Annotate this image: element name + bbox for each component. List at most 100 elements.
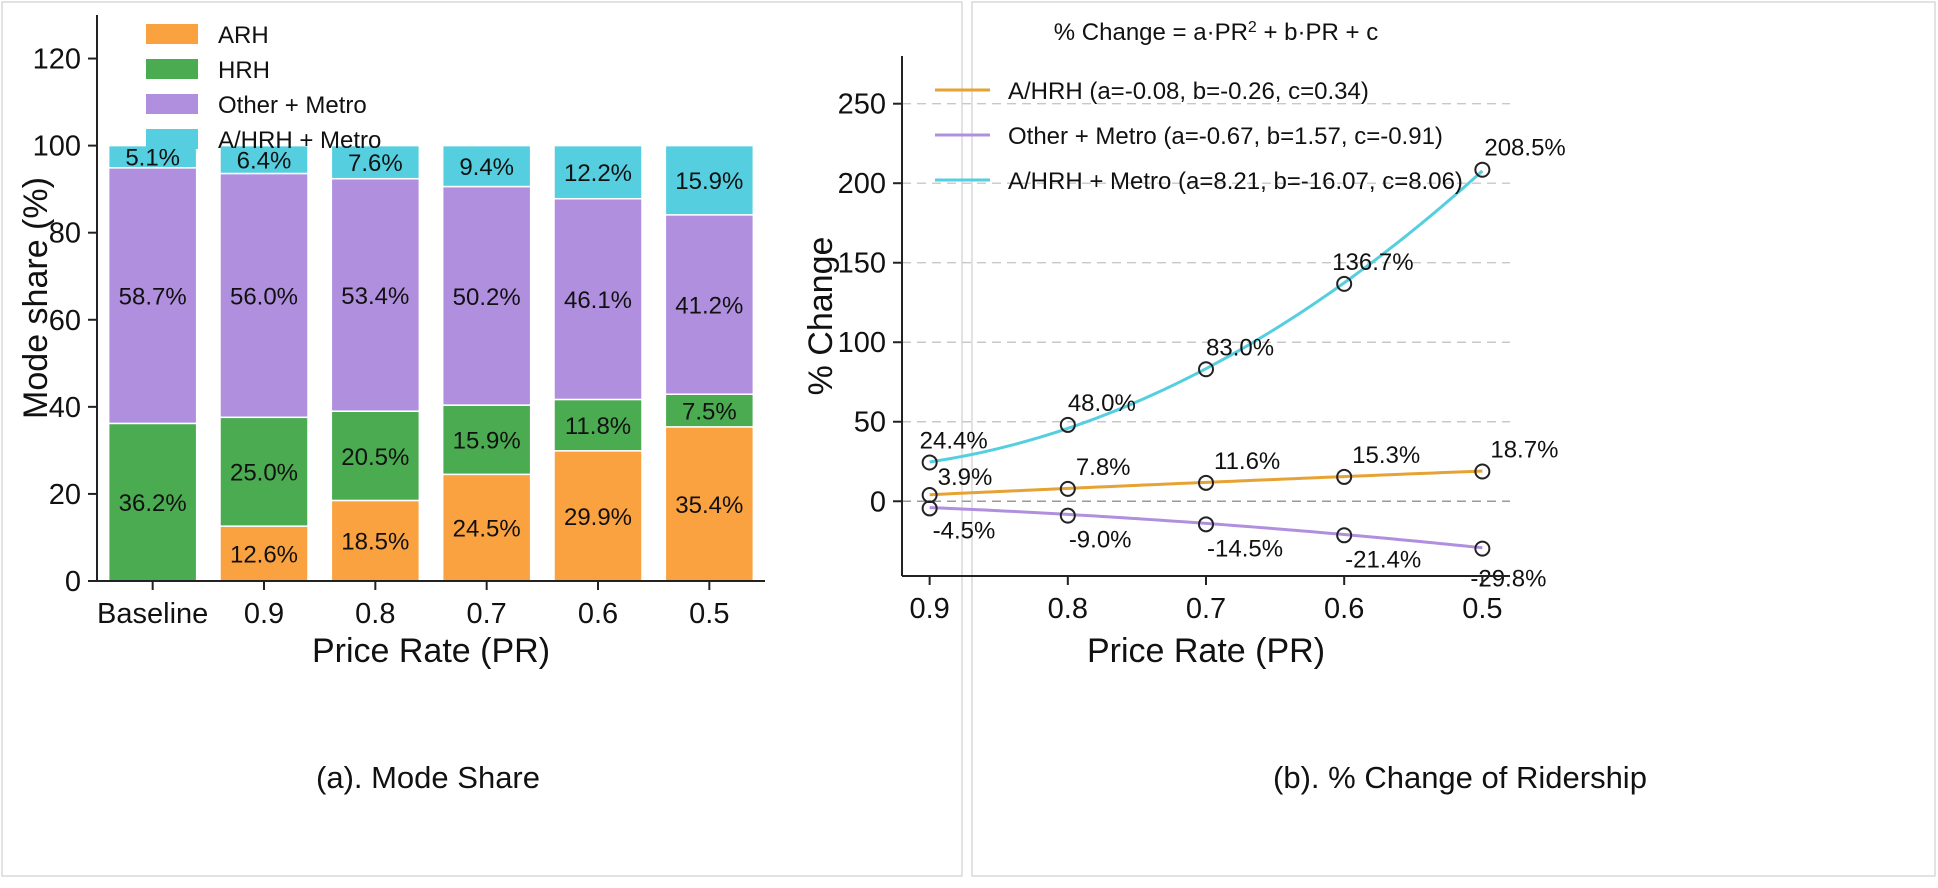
curve-other-metro <box>929 506 1483 550</box>
legend-label-arh: ARH <box>218 22 269 49</box>
b-y-tick-label-0: 0 <box>870 486 886 518</box>
bar-label-other-metro-baseline: 58.7% <box>119 284 187 311</box>
ridership-change-lines: 3.9% 7.8% 11.6% 15.3% 18.7% -4.5% -9.0% -14.5% -… <box>920 135 1566 593</box>
point-label-a-hrh-metro-0-7: 83.0% <box>1206 334 1274 361</box>
panel-b-caption: (b). % Change of Ridership <box>1273 760 1647 795</box>
ridership-change-axes: 0 50 100 150 200 250 0.9 0.8 0.7 0.6 0.5 <box>838 56 1510 625</box>
b-y-tick-label-200: 200 <box>838 168 886 200</box>
bar-other-metro-baseline <box>107 167 198 425</box>
mode-share-axes: 0 20 40 60 80 100 120 Baseline 0.9 0.8 0.7 0.6 0.5 <box>33 15 765 630</box>
point-a-hrh-0-5 <box>1474 463 1491 480</box>
b-x-tick-label-0-5: 0.5 <box>1462 593 1502 625</box>
mode-share-panel: 36.2% 58.7% 5.1% 12.6% 25.0% 56.0% 6.4% 18.5% 20… <box>1 1 963 877</box>
bar-other-metro-0-7 <box>441 185 532 406</box>
bar-arh-0-8 <box>330 499 421 582</box>
y-tick-label-100: 100 <box>33 131 81 163</box>
y-tick-label-20: 20 <box>49 479 81 511</box>
bar-label-a-hrh-metro-0-6: 12.2% <box>564 160 632 187</box>
curve-a-hrh <box>929 469 1483 497</box>
bar-a-hrh-metro-0-6 <box>553 144 643 200</box>
y-tick-label-40: 40 <box>49 392 81 424</box>
point-other-metro-0-5 <box>1474 540 1491 557</box>
bar-label-a-hrh-metro-0-5: 15.9% <box>675 168 743 195</box>
b-y-tick-label-100: 100 <box>838 327 886 359</box>
bar-label-other-metro-0-8: 53.4% <box>341 283 409 310</box>
point-a-hrh-0-6 <box>1336 468 1353 485</box>
bar-label-arh-0-6: 29.9% <box>564 504 632 531</box>
b-y-tick-label-250: 250 <box>838 89 886 121</box>
curve-a-hrh-metro <box>929 169 1484 464</box>
ridership-change-y-axis-label: % Change <box>802 237 840 396</box>
panel-b-frame <box>971 1 1936 877</box>
bar-a-hrh-metro-0-7 <box>441 144 532 188</box>
point-label-a-hrh-0-7: 11.6% <box>1214 448 1280 475</box>
point-a-hrh-metro-0-7 <box>1198 361 1214 378</box>
b-y-tick-label-150: 150 <box>838 248 886 280</box>
bar-a-hrh-metro-0-5 <box>664 144 755 216</box>
panel-a-caption: (a). Mode Share <box>316 760 540 795</box>
point-label-other-metro-0-6: -21.4% <box>1345 546 1421 573</box>
x-tick-label-0-9: 0.9 <box>244 598 284 630</box>
bar-hrh-0-9 <box>219 416 309 527</box>
bar-label-arh-0-9: 12.6% <box>230 542 298 569</box>
legend-label-other-metro: Other + Metro <box>218 92 367 119</box>
bar-label-hrh-0-7: 15.9% <box>453 428 521 455</box>
legend-swatch-arh <box>146 24 198 44</box>
point-other-metro-0-8 <box>1059 507 1076 524</box>
point-a-hrh-0-7 <box>1198 474 1214 491</box>
mode-share-x-axis-label: Price Rate (PR) <box>312 632 550 670</box>
point-label-a-hrh-0-8: 7.8% <box>1076 454 1131 481</box>
ridership-change-grid <box>902 103 1510 502</box>
point-a-hrh-metro-0-9 <box>921 454 938 471</box>
y-tick-label-60: 60 <box>49 305 81 337</box>
mode-share-bars: 36.2% 58.7% 5.1% 12.6% 25.0% 56.0% 6.4% 18.5% 20… <box>107 144 755 582</box>
bar-hrh-0-6 <box>553 398 643 452</box>
y-tick-label-120: 120 <box>33 44 81 76</box>
point-other-metro-0-6 <box>1336 527 1353 544</box>
x-tick-label-0-6: 0.6 <box>578 598 618 630</box>
point-label-a-hrh-0-5: 18.7% <box>1490 437 1558 464</box>
point-a-hrh-metro-0-5 <box>1474 161 1491 178</box>
bar-label-hrh-baseline: 36.2% <box>119 490 187 517</box>
bar-label-arh-0-7: 24.5% <box>453 516 521 543</box>
b-x-tick-label-0-7: 0.7 <box>1186 593 1226 625</box>
bar-hrh-baseline <box>107 422 198 582</box>
point-label-other-metro-0-7: -14.5% <box>1207 535 1283 562</box>
y-tick-label-80: 80 <box>49 218 81 250</box>
ridership-change-panel: 3.9% 7.8% 11.6% 15.3% 18.7% -4.5% -9.0% -14.5% -… <box>802 1 1936 877</box>
legend-swatch-hrh <box>146 59 198 79</box>
point-other-metro-0-7 <box>1198 516 1214 533</box>
legend-swatch-a-hrh-metro <box>146 129 198 149</box>
point-label-other-metro-0-8: -9.0% <box>1069 527 1132 554</box>
b-x-tick-label-0-9: 0.9 <box>909 593 949 625</box>
point-label-other-metro-0-9: -4.5% <box>933 517 996 544</box>
point-other-metro-0-9 <box>921 500 938 517</box>
bar-label-a-hrh-metro-0-8: 7.6% <box>348 150 403 177</box>
point-label-a-hrh-metro-0-5: 208.5% <box>1484 135 1565 162</box>
b-y-tick-label-50: 50 <box>854 407 886 439</box>
ridership-change-formula-title: % Change = a·PR2 + b·PR + c <box>1054 19 1378 47</box>
bar-hrh-0-8 <box>330 410 421 502</box>
bar-label-other-metro-0-7: 50.2% <box>453 284 521 311</box>
ridership-change-legend: A/HRH (a=-0.08, b=-0.26, c=0.34) Other + … <box>935 78 1463 195</box>
bar-other-metro-0-8 <box>330 177 421 412</box>
x-tick-label-0-8: 0.8 <box>355 598 395 630</box>
point-a-hrh-0-8 <box>1059 480 1076 497</box>
bar-label-a-hrh-metro-0-7: 9.4% <box>459 154 514 181</box>
b-x-tick-label-0-8: 0.8 <box>1048 593 1088 625</box>
point-label-a-hrh-metro-0-6: 136.7% <box>1332 249 1413 276</box>
legend-entry-a-hrh-metro: A/HRH + Metro (a=8.21, b=-16.07, c=8.06) <box>1008 168 1463 195</box>
x-tick-label-0-7: 0.7 <box>467 598 507 630</box>
bar-label-hrh-0-6: 11.8% <box>565 413 631 440</box>
mode-share-legend: ARH HRH Other + Metro A/HRH + Metro <box>146 22 381 154</box>
b-x-tick-label-0-6: 0.6 <box>1324 593 1364 625</box>
y-tick-label-0: 0 <box>65 566 81 598</box>
legend-entry-other-metro: Other + Metro (a=-0.67, b=1.57, c=-0.91) <box>1008 123 1443 150</box>
bar-label-hrh-0-8: 20.5% <box>341 444 409 471</box>
bar-a-hrh-metro-0-8 <box>330 144 421 180</box>
point-label-a-hrh-0-6: 15.3% <box>1352 442 1420 469</box>
bar-hrh-0-5 <box>664 393 755 428</box>
bar-label-arh-0-8: 18.5% <box>341 529 409 556</box>
point-a-hrh-metro-0-6 <box>1336 275 1353 292</box>
